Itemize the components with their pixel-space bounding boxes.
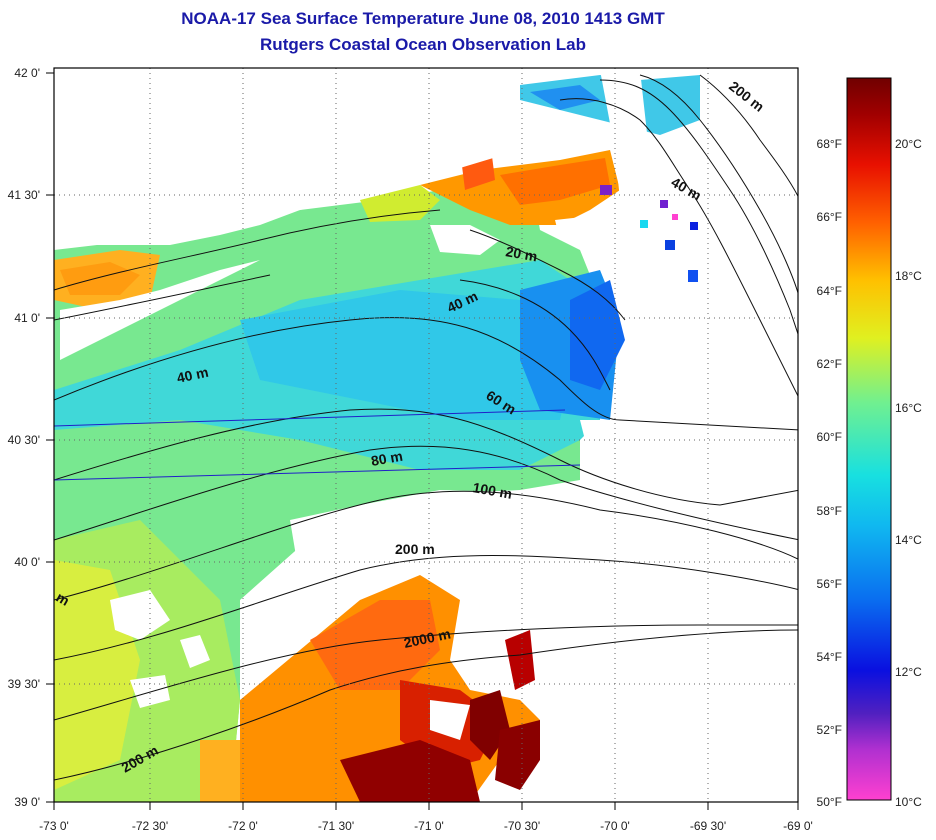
- sst-field: [54, 68, 798, 802]
- f-label: 58°F: [817, 504, 842, 518]
- depth-label: 20 m: [504, 243, 538, 264]
- lat-label: 42 0': [14, 66, 40, 80]
- colorbar: [846, 77, 892, 801]
- lon-label: -70 0': [600, 819, 630, 833]
- c-label: 14°C: [895, 533, 922, 547]
- lon-label: -69 30': [690, 819, 726, 833]
- f-label: 60°F: [817, 430, 842, 444]
- lon-label: -70 30': [504, 819, 540, 833]
- depth-label: 200 m: [395, 541, 435, 557]
- lat-label: 40 30': [8, 433, 40, 447]
- lat-label: 39 30': [8, 677, 40, 691]
- map-frame: [53, 67, 799, 803]
- c-label: 10°C: [895, 795, 922, 809]
- depth-label: 80 m: [370, 448, 404, 469]
- f-label: 52°F: [817, 723, 842, 737]
- lon-label: -71 30': [318, 819, 354, 833]
- depth-label: 100 m: [471, 479, 513, 502]
- lon-label: -72 30': [132, 819, 168, 833]
- lat-label: 40 0': [14, 555, 40, 569]
- track-lines: [53, 409, 581, 481]
- f-label: 50°F: [817, 795, 842, 809]
- lon-label: -71 0': [414, 819, 444, 833]
- map-subtitle: Rutgers Coastal Ocean Observation Lab: [260, 35, 586, 54]
- f-label: 54°F: [817, 650, 842, 664]
- lat-label: 41 30': [8, 188, 40, 202]
- c-label: 12°C: [895, 665, 922, 679]
- f-label: 66°F: [817, 210, 842, 224]
- graticule: [54, 68, 798, 802]
- depth-contours: [54, 74, 798, 781]
- lon-label: -73 0': [39, 819, 69, 833]
- f-label: 68°F: [817, 137, 842, 151]
- f-label: 62°F: [817, 357, 842, 371]
- c-label: 20°C: [895, 137, 922, 151]
- lon-label: -69 0': [783, 819, 813, 833]
- map-title: NOAA-17 Sea Surface Temperature June 08,…: [181, 9, 665, 28]
- lon-label: -72 0': [228, 819, 258, 833]
- c-label: 18°C: [895, 269, 922, 283]
- depth-label: 40 m: [175, 364, 210, 386]
- lat-label: 39 0': [14, 795, 40, 809]
- c-label: 16°C: [895, 401, 922, 415]
- lat-label: 41 0': [14, 311, 40, 325]
- frame-ticks: [46, 72, 799, 810]
- f-label: 56°F: [817, 577, 842, 591]
- f-label: 64°F: [817, 284, 842, 298]
